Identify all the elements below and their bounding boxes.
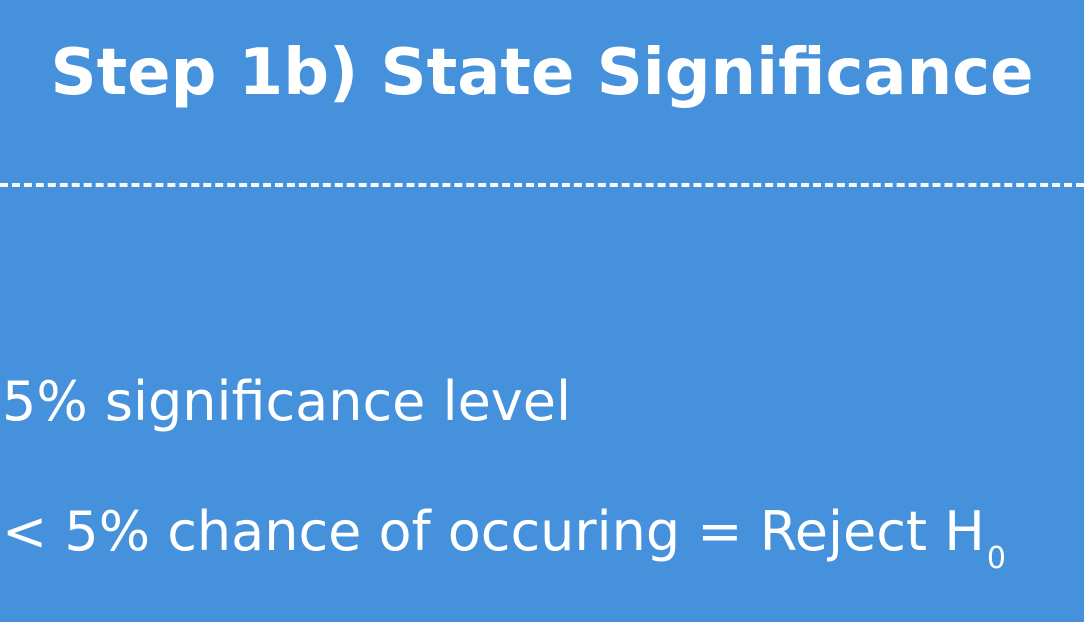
reject-rule-main: < 5% chance of occuring = Reject H <box>2 500 985 563</box>
h0-subscript: 0 <box>986 541 1006 576</box>
reject-rule-text: < 5% chance of occuring = Reject H0 <box>2 492 1006 581</box>
slide-title: Step 1b) State Significance <box>50 36 1034 110</box>
dashed-divider <box>0 183 1084 187</box>
significance-level-text: 5% significance level <box>2 370 571 433</box>
